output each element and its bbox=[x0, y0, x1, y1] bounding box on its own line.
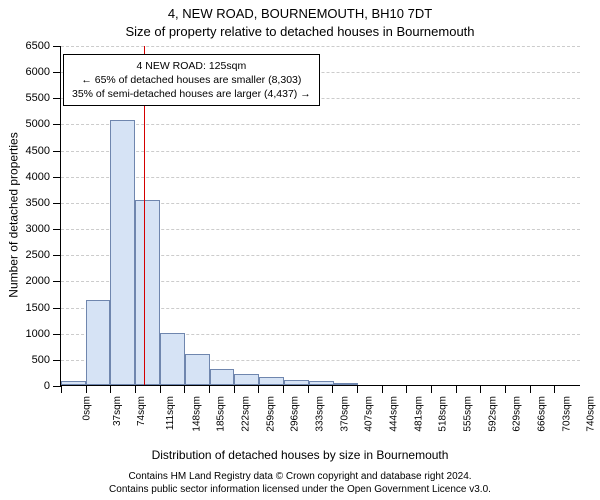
x-tick bbox=[530, 385, 531, 393]
gridline-h bbox=[61, 46, 580, 47]
x-tick-label: 666sqm bbox=[537, 396, 548, 432]
x-tick bbox=[86, 385, 87, 393]
gridline-h bbox=[61, 177, 580, 178]
y-tick-label: 4000 bbox=[0, 171, 50, 183]
x-tick-label: 481sqm bbox=[413, 396, 424, 432]
x-tick-label: 518sqm bbox=[438, 396, 449, 432]
x-tick-label: 444sqm bbox=[389, 396, 400, 432]
x-tick-label: 592sqm bbox=[487, 396, 498, 432]
x-tick bbox=[406, 385, 407, 393]
annotation-line: 4 NEW ROAD: 125sqm bbox=[72, 59, 311, 73]
y-tick-label: 5000 bbox=[0, 118, 50, 130]
y-tick-label: 500 bbox=[0, 354, 50, 366]
annotation-box: 4 NEW ROAD: 125sqm← 65% of detached hous… bbox=[63, 54, 320, 107]
gridline-h bbox=[61, 124, 580, 125]
page-title-line1: 4, NEW ROAD, BOURNEMOUTH, BH10 7DT bbox=[0, 6, 600, 21]
histogram-bar bbox=[110, 120, 135, 385]
x-tick bbox=[332, 385, 333, 393]
y-tick-label: 1000 bbox=[0, 328, 50, 340]
y-tick bbox=[53, 46, 61, 47]
histogram-bar bbox=[259, 377, 284, 385]
x-tick-label: 222sqm bbox=[241, 396, 252, 432]
x-tick-label: 407sqm bbox=[364, 396, 375, 432]
x-tick bbox=[456, 385, 457, 393]
x-tick bbox=[234, 385, 235, 393]
y-tick-label: 6000 bbox=[0, 66, 50, 78]
page-title-line2: Size of property relative to detached ho… bbox=[0, 24, 600, 39]
histogram-bar bbox=[135, 200, 160, 385]
y-tick-label: 1500 bbox=[0, 302, 50, 314]
x-tick-label: 333sqm bbox=[315, 396, 326, 432]
y-tick-label: 5500 bbox=[0, 92, 50, 104]
x-tick-label: 740sqm bbox=[586, 396, 597, 432]
y-tick-label: 3000 bbox=[0, 223, 50, 235]
x-tick bbox=[357, 385, 358, 393]
y-tick bbox=[53, 72, 61, 73]
x-tick-label: 370sqm bbox=[339, 396, 350, 432]
y-tick-label: 2500 bbox=[0, 249, 50, 261]
x-tick-label: 37sqm bbox=[112, 396, 123, 426]
x-tick-label: 111sqm bbox=[165, 396, 176, 430]
x-tick bbox=[480, 385, 481, 393]
x-axis-label: Distribution of detached houses by size … bbox=[0, 448, 600, 462]
y-tick-label: 3500 bbox=[0, 197, 50, 209]
y-tick-label: 6500 bbox=[0, 40, 50, 52]
x-tick bbox=[61, 385, 62, 393]
x-tick bbox=[258, 385, 259, 393]
annotation-line: ← 65% of detached houses are smaller (8,… bbox=[72, 73, 311, 87]
footer-line-1: Contains HM Land Registry data © Crown c… bbox=[0, 471, 600, 484]
histogram-bar bbox=[210, 369, 235, 385]
x-tick-label: 555sqm bbox=[463, 396, 474, 432]
y-tick-label: 0 bbox=[0, 380, 50, 392]
gridline-h bbox=[61, 151, 580, 152]
x-tick bbox=[431, 385, 432, 393]
y-tick bbox=[53, 124, 61, 125]
y-tick bbox=[53, 308, 61, 309]
x-tick-label: 259sqm bbox=[265, 396, 276, 432]
y-tick bbox=[53, 177, 61, 178]
histogram-bar bbox=[160, 333, 185, 385]
x-tick-label: 185sqm bbox=[216, 396, 227, 432]
x-tick-label: 148sqm bbox=[191, 396, 202, 432]
x-tick bbox=[308, 385, 309, 393]
histogram-bar bbox=[284, 380, 309, 385]
x-tick-label: 0sqm bbox=[81, 396, 92, 420]
x-tick-label: 629sqm bbox=[512, 396, 523, 432]
y-tick-label: 2000 bbox=[0, 275, 50, 287]
x-tick bbox=[160, 385, 161, 393]
annotation-line: 35% of semi-detached houses are larger (… bbox=[72, 87, 311, 101]
histogram-bar bbox=[86, 300, 111, 385]
y-tick bbox=[53, 151, 61, 152]
y-tick bbox=[53, 255, 61, 256]
y-axis-label: Number of detached properties bbox=[7, 132, 21, 297]
x-tick-label: 296sqm bbox=[290, 396, 301, 432]
x-tick bbox=[554, 385, 555, 393]
y-tick bbox=[53, 203, 61, 204]
x-tick-label: 74sqm bbox=[136, 396, 147, 426]
x-tick bbox=[184, 385, 185, 393]
attribution-footer: Contains HM Land Registry data © Crown c… bbox=[0, 471, 600, 496]
histogram-bar bbox=[61, 381, 86, 385]
x-tick bbox=[505, 385, 506, 393]
y-tick bbox=[53, 386, 61, 387]
y-tick bbox=[53, 281, 61, 282]
y-tick bbox=[53, 98, 61, 99]
plot-area: 4 NEW ROAD: 125sqm← 65% of detached hous… bbox=[60, 46, 580, 386]
chart-container: 4, NEW ROAD, BOURNEMOUTH, BH10 7DT Size … bbox=[0, 0, 600, 500]
y-tick bbox=[53, 360, 61, 361]
x-tick bbox=[135, 385, 136, 393]
histogram-bar bbox=[185, 354, 210, 385]
histogram-bar bbox=[234, 374, 259, 386]
histogram-bar bbox=[309, 381, 334, 385]
histogram-bar bbox=[334, 383, 359, 385]
x-tick bbox=[110, 385, 111, 393]
y-tick bbox=[53, 229, 61, 230]
y-tick bbox=[53, 334, 61, 335]
x-tick bbox=[283, 385, 284, 393]
footer-line-2: Contains public sector information licen… bbox=[0, 484, 600, 497]
x-tick bbox=[209, 385, 210, 393]
x-tick bbox=[382, 385, 383, 393]
x-tick-label: 703sqm bbox=[561, 396, 572, 432]
y-tick-label: 4500 bbox=[0, 145, 50, 157]
